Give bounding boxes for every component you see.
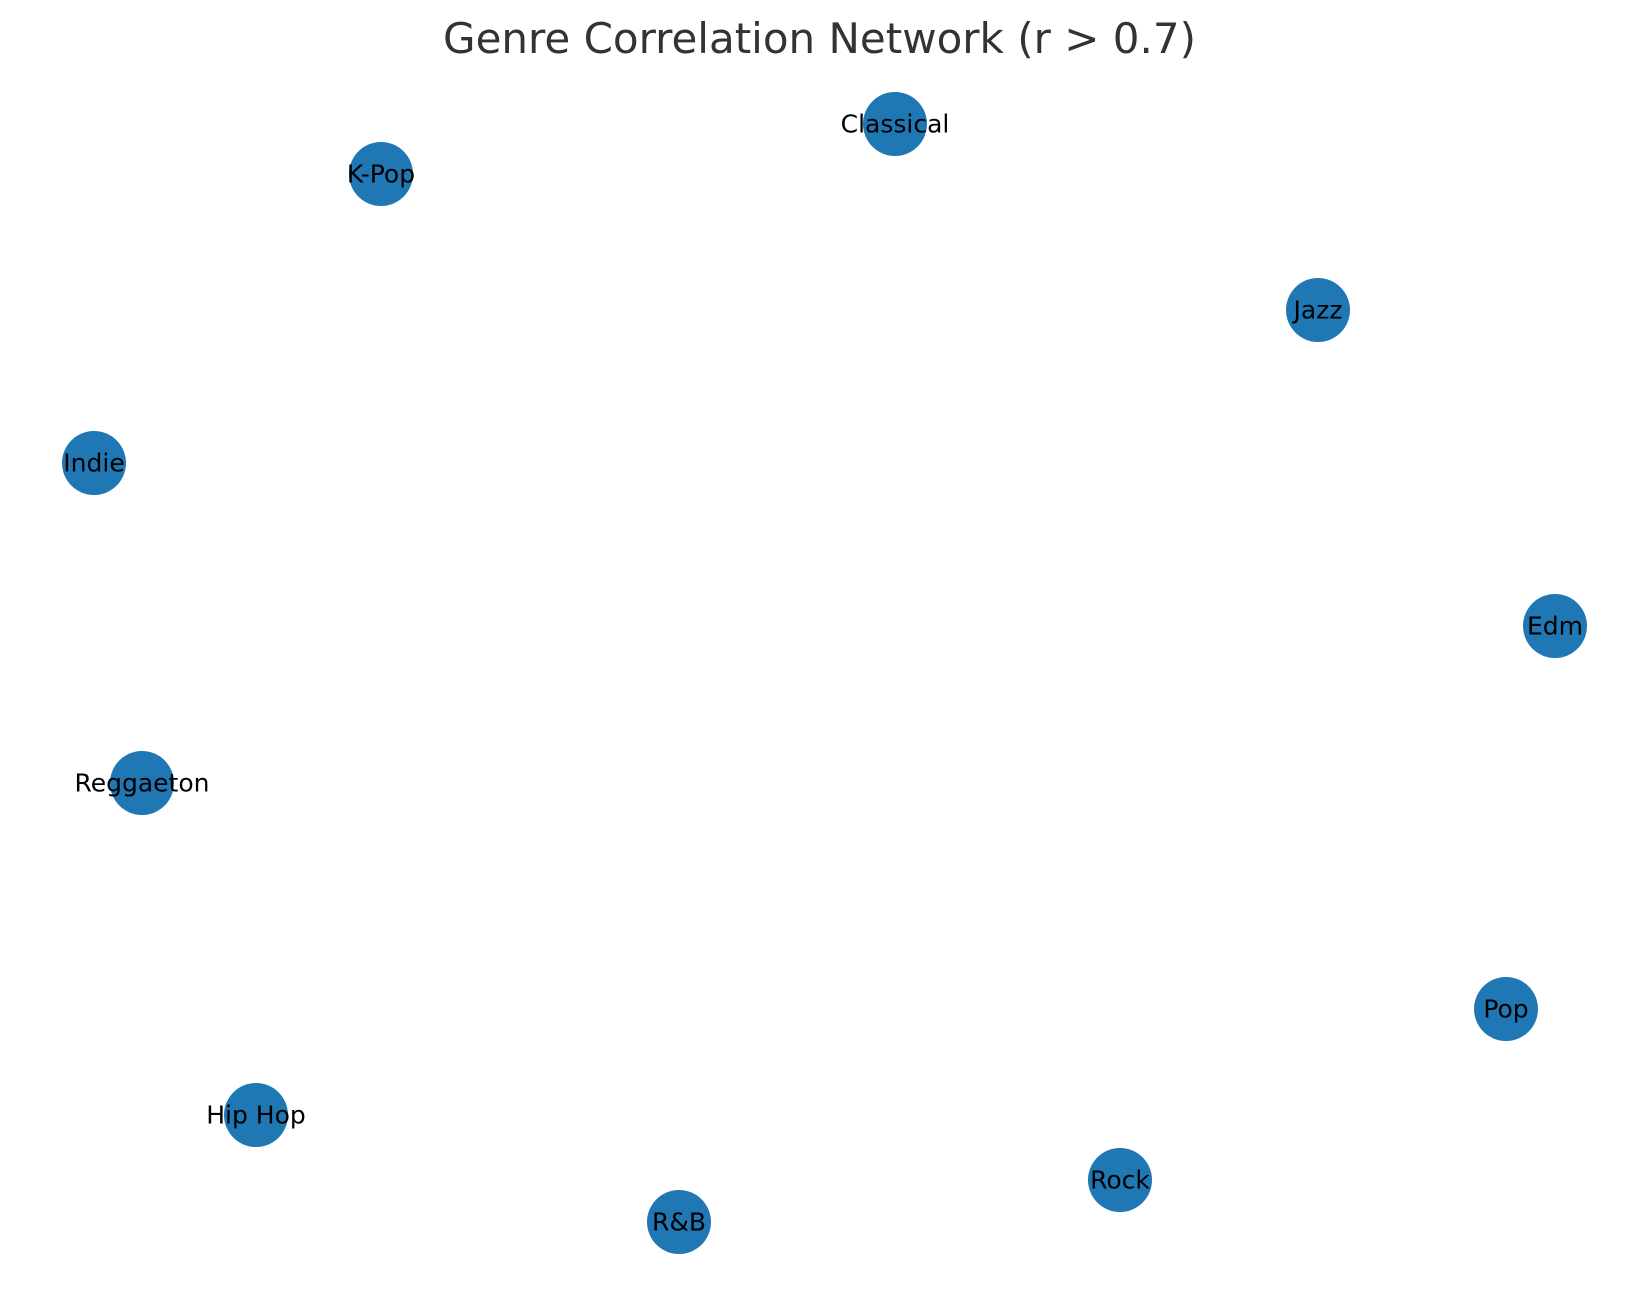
node-label-k-pop: K-Pop	[347, 160, 415, 189]
node-circle-edm	[1523, 594, 1587, 658]
node-circle-k-pop	[349, 142, 413, 206]
node-jazz: Jazz	[1286, 278, 1350, 342]
node-circle-jazz	[1286, 278, 1350, 342]
node-circle-reggaeton	[110, 751, 174, 815]
nodes-layer: Classical K-Pop Jazz Indie Edm Reggaeton Pop Hi…	[62, 92, 1587, 1254]
node-edm: Edm	[1523, 594, 1587, 658]
node-hip-hop: Hip Hop	[206, 1083, 306, 1147]
chart-title: Genre Correlation Network (r > 0.7)	[443, 14, 1196, 63]
node-circle-pop	[1474, 977, 1538, 1041]
node-k-pop: K-Pop	[347, 142, 415, 206]
node-label-jazz: Jazz	[1292, 296, 1343, 325]
node-circle-classical	[863, 92, 927, 156]
node-label-reggaeton: Reggaeton	[74, 769, 209, 798]
node-classical: Classical	[841, 92, 950, 156]
node-label-pop: Pop	[1483, 995, 1528, 1024]
node-rnb: R&B	[647, 1190, 711, 1254]
node-label-hip-hop: Hip Hop	[206, 1101, 306, 1130]
node-circle-rock	[1088, 1148, 1152, 1212]
node-circle-rnb	[647, 1190, 711, 1254]
node-label-edm: Edm	[1527, 612, 1583, 641]
node-reggaeton: Reggaeton	[74, 751, 210, 815]
node-indie: Indie	[62, 431, 126, 495]
node-label-rnb: R&B	[652, 1208, 706, 1237]
node-label-rock: Rock	[1090, 1166, 1150, 1195]
node-label-indie: Indie	[63, 449, 124, 478]
node-circle-indie	[62, 431, 126, 495]
node-rock: Rock	[1088, 1148, 1152, 1212]
node-pop: Pop	[1474, 977, 1538, 1041]
node-label-classical: Classical	[841, 110, 950, 139]
node-circle-hip-hop	[224, 1083, 288, 1147]
